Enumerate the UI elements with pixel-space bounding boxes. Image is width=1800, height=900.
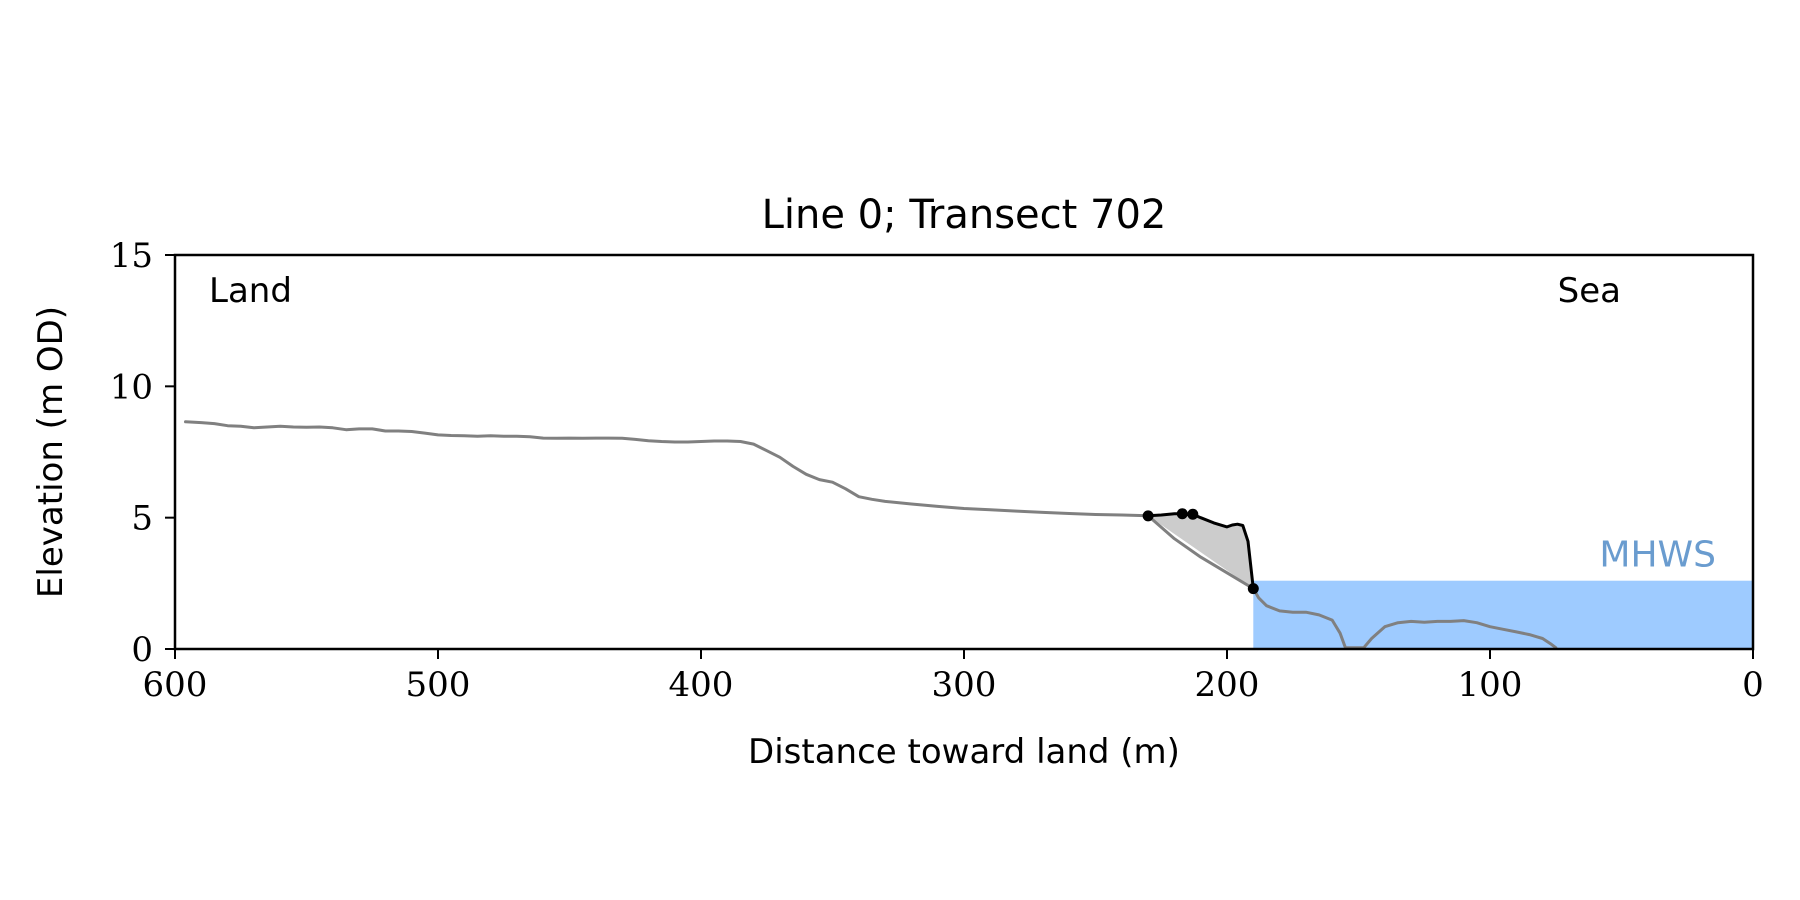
- land-annotation: Land: [209, 271, 292, 311]
- x-axis-label: Distance toward land (m): [748, 732, 1180, 772]
- feature-fill: [1148, 513, 1254, 589]
- water-level-area: [1253, 580, 1753, 649]
- feature-marker: [1247, 583, 1259, 595]
- sea-annotation: Sea: [1558, 271, 1621, 311]
- chart-title: Line 0; Transect 702: [762, 192, 1167, 238]
- x-tick-label: 300: [932, 665, 997, 705]
- y-tick-label: 15: [110, 236, 153, 276]
- y-tick-label: 0: [131, 630, 153, 670]
- feature-line: [1146, 512, 1255, 591]
- y-axis-label: Elevation (m OD): [31, 306, 71, 598]
- elevation-profile-line: [184, 420, 1558, 650]
- mhws-label: MHWS: [1599, 535, 1716, 576]
- x-tick-label: 0: [1742, 665, 1764, 705]
- y-tick-label: 5: [131, 499, 153, 539]
- axis-ticks: 600 500 400 300 200 100 0 0 5 10 15: [110, 236, 1764, 705]
- x-tick-label: 100: [1458, 665, 1523, 705]
- x-tick-label: 600: [143, 665, 208, 705]
- y-tick-label: 10: [110, 367, 153, 407]
- feature-marker: [1176, 508, 1188, 520]
- x-tick-label: 500: [406, 665, 471, 705]
- x-tick-label: 400: [669, 665, 734, 705]
- x-tick-label: 200: [1195, 665, 1260, 705]
- feature-marker: [1142, 510, 1154, 522]
- plot-area: [184, 420, 1753, 650]
- feature-marker: [1187, 508, 1199, 520]
